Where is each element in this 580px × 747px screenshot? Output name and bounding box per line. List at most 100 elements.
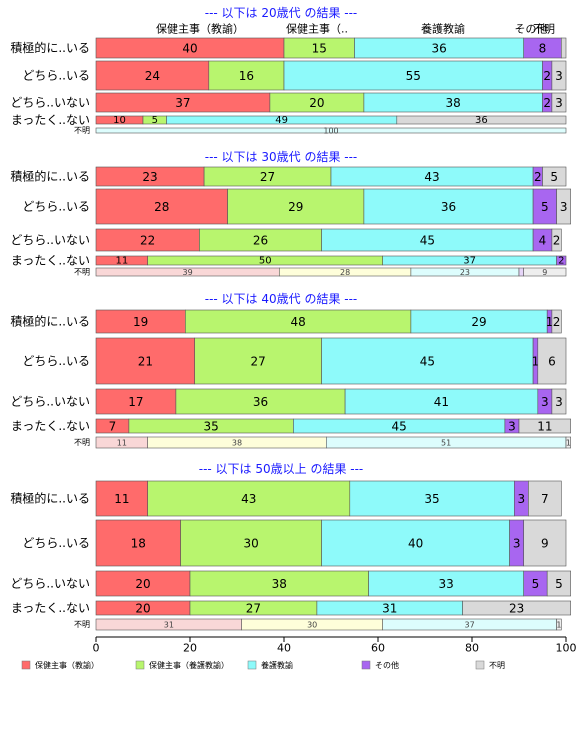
bar-segment	[551, 60, 567, 91]
bar-segment	[546, 570, 572, 597]
legend-swatch	[21, 660, 31, 670]
bar-segment	[147, 480, 351, 517]
data-label: 48	[290, 315, 305, 329]
panel-4: --- 以下は 50歳以上 の結果 ---積極的に..いる 11 43 35 3 7どちら…	[10, 462, 572, 631]
data-label: 5	[152, 115, 158, 126]
bar-segment	[556, 618, 562, 631]
bar-row: まったく..ない 7 35 45 3 11	[11, 418, 572, 434]
data-label: 22	[140, 234, 155, 248]
data-label: 29	[288, 200, 303, 214]
column-header: その他	[515, 23, 548, 36]
bar-row: 不明 31 30 37 1	[74, 618, 562, 631]
x-tick-label: 80	[465, 642, 479, 655]
bar-segment	[95, 60, 210, 91]
data-label: 41	[434, 395, 449, 409]
bar-segment	[95, 519, 181, 567]
data-label: 3	[508, 420, 516, 434]
bar-row: 不明 100	[74, 126, 567, 136]
row-label: 積極的に..いる	[10, 314, 90, 329]
row-label: 積極的に..いる	[10, 40, 90, 55]
data-label: 38	[232, 439, 242, 448]
data-label: 27	[251, 355, 266, 369]
x-tick-label: 40	[277, 642, 291, 655]
legend-label: 保健主事（教諭）	[35, 660, 99, 670]
legend-label: 保健主事（養護教諭）	[149, 660, 229, 670]
row-label: まったく..ない	[11, 419, 90, 433]
bar-row: 積極的に..いる 23 27 43 2 5	[10, 166, 567, 187]
bar-row: どちら..いる 18 30 40 3 9	[22, 519, 567, 567]
bar-row: 不明 39 28 23 9	[74, 267, 567, 277]
bar-segment	[95, 188, 228, 225]
bar-segment	[95, 337, 195, 385]
data-label: 43	[241, 492, 256, 506]
data-label: 3	[555, 395, 563, 409]
bar-row: どちら..いる 24 16 55 2 3	[22, 60, 567, 91]
panel-2: --- 以下は 30歳代 の結果 ---積極的に..いる 23 27 43 2 5どちら.…	[10, 150, 571, 277]
bar-segment	[321, 337, 534, 385]
data-label: 23	[509, 602, 524, 616]
panel-title: --- 以下は 20歳代 の結果 ---	[205, 6, 358, 20]
data-label: 11	[117, 439, 127, 448]
row-label: 積極的に..いる	[10, 169, 90, 184]
legend-label: その他	[375, 660, 399, 670]
data-label: 36	[431, 42, 446, 56]
data-label: 49	[275, 115, 288, 126]
data-label: 2	[543, 96, 551, 110]
data-label: 37	[465, 621, 475, 630]
data-label: 15	[312, 42, 327, 56]
data-label: 2	[553, 234, 561, 248]
bar-segment	[560, 37, 567, 59]
column-header: 不明	[533, 23, 555, 36]
data-label: 35	[424, 492, 439, 506]
data-label: 9	[541, 537, 549, 551]
bar-segment	[528, 480, 562, 517]
data-label: 7	[541, 492, 549, 506]
x-tick-label: 0	[93, 642, 100, 655]
data-label: 11	[537, 420, 552, 434]
bar-row: どちら..いる 28 29 36 5 3	[22, 188, 571, 225]
bar-segment	[227, 188, 365, 225]
bar-row: どちら..いない 37 20 38 2 3	[10, 92, 567, 113]
x-tick-label: 20	[183, 642, 197, 655]
data-label: 2	[558, 256, 564, 267]
data-label: 4	[539, 234, 547, 248]
row-label: まったく..ない	[11, 254, 90, 268]
data-label: 1	[546, 315, 554, 329]
panel-title: --- 以下は 50歳以上 の結果 ---	[199, 462, 364, 476]
row-label: どちら..いない	[10, 233, 90, 247]
row-label: どちら..いる	[22, 354, 90, 368]
bar-segment	[462, 600, 572, 616]
column-header: 養護教諭	[421, 22, 465, 36]
row-label: どちら..いる	[22, 536, 90, 550]
data-label: 43	[424, 170, 439, 184]
data-label: 16	[239, 69, 254, 83]
data-label: 45	[420, 234, 435, 248]
bar-segment	[518, 267, 524, 277]
data-label: 45	[420, 355, 435, 369]
data-label: 3	[541, 395, 549, 409]
data-label: 17	[128, 395, 143, 409]
row-label: まったく..ない	[11, 601, 90, 615]
data-label: 37	[175, 96, 190, 110]
data-label: 28	[154, 200, 169, 214]
bar-segment	[523, 267, 567, 277]
bar-row: どちら..いない 17 36 41 3 3	[10, 388, 567, 415]
bar-row: どちら..いない 22 26 45 4 2	[10, 228, 562, 252]
data-label: 31	[164, 621, 174, 630]
row-label: 積極的に..いる	[10, 491, 90, 506]
data-label: 1	[556, 621, 561, 630]
data-label: 19	[133, 315, 148, 329]
data-label: 3	[560, 200, 568, 214]
bar-row: 積極的に..いる 40 15 36 8	[10, 37, 567, 59]
data-label: 27	[246, 602, 261, 616]
data-label: 1	[532, 355, 540, 369]
row-label: どちら..いる	[22, 200, 90, 214]
row-label: どちら..いない	[10, 96, 90, 110]
bar-segment	[95, 127, 567, 134]
bar-segment	[518, 418, 572, 434]
data-label: 26	[253, 234, 268, 248]
bar-row: まったく..ない 11 50 37 2	[11, 254, 567, 268]
bar-segment	[551, 92, 567, 113]
bar-row: 不明 11 38 51 1	[74, 436, 571, 449]
